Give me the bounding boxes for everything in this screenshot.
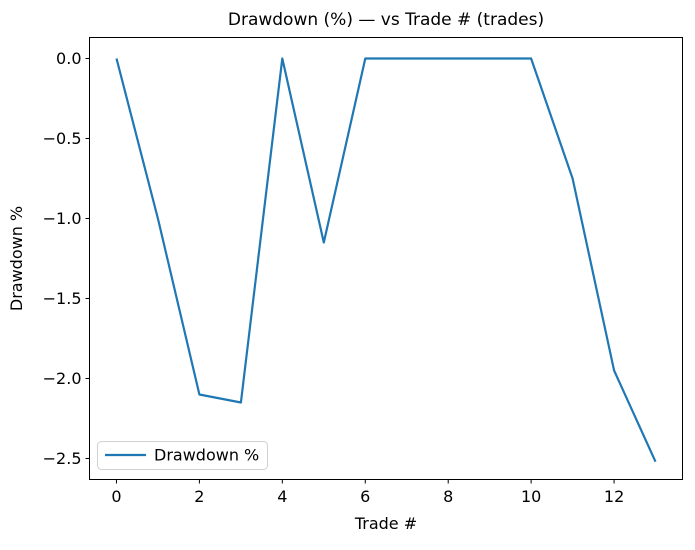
x-tick-label: 6 [360, 487, 370, 506]
y-tick-label: −2.5 [43, 449, 82, 468]
legend-label: Drawdown % [154, 446, 259, 465]
y-tick-label: −0.5 [43, 129, 82, 148]
x-tick-label: 4 [277, 487, 287, 506]
plot-area-frame [89, 37, 683, 480]
x-tick-label: 10 [521, 487, 541, 506]
x-tick-label: 0 [111, 487, 121, 506]
x-tick-label: 12 [604, 487, 624, 506]
legend-frame [97, 441, 268, 470]
x-axis-label: Trade # [354, 514, 417, 533]
chart-title: Drawdown (%) — vs Trade # (trades) [228, 10, 544, 30]
x-tick-label: 2 [194, 487, 204, 506]
y-axis-label: Drawdown % [7, 206, 26, 311]
x-tick-label: 8 [443, 487, 453, 506]
drawdown-line [115, 57, 657, 463]
y-tick-label: −2.0 [43, 369, 82, 388]
y-tick-label: −1.0 [43, 209, 82, 228]
y-tick-label: −1.5 [43, 289, 82, 308]
y-tick-label: 0.0 [56, 49, 81, 68]
